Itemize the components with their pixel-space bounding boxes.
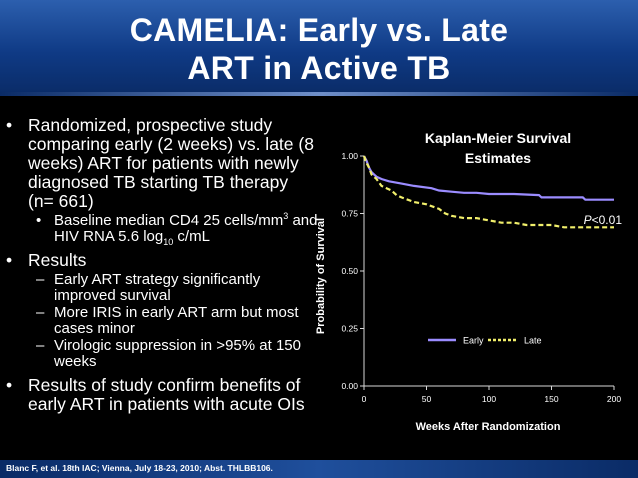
sub-bullet-text: More IRIS in early ART arm but most case… bbox=[54, 304, 299, 337]
bullet-list: • Randomized, prospective study comparin… bbox=[6, 116, 318, 416]
p-value-number: <0.01 bbox=[592, 213, 623, 227]
sub-bullet-text-a: Baseline median CD4 25 cells/mm bbox=[54, 212, 284, 229]
p-value-letter: P bbox=[584, 213, 592, 227]
footer-band: Blanc F, et al. 18th IAC; Vienna, July 1… bbox=[0, 460, 638, 478]
x-tick-label: 0 bbox=[362, 394, 367, 404]
kaplan-meier-chart: Kaplan-Meier Survival Estimates Probabil… bbox=[315, 130, 623, 433]
x-axis-label: Weeks After Randomization bbox=[416, 421, 561, 433]
superscript-3: 3 bbox=[283, 211, 289, 221]
sub-bullet-virologic: – Virologic suppression in >95% at 150 w… bbox=[6, 338, 318, 370]
bullet-text: Results bbox=[28, 250, 87, 270]
y-tick-label: 0.75 bbox=[341, 209, 358, 219]
bullet-conclusion: • Results of study confirm benefits of e… bbox=[6, 376, 318, 414]
legend-label-early: Early bbox=[463, 336, 484, 346]
title-band: CAMELIA: Early vs. Late ART in Active TB bbox=[0, 0, 638, 96]
sub-bullet-marker: – bbox=[36, 304, 45, 321]
bullet-results: • Results bbox=[6, 251, 318, 270]
sub-bullet-text-c: c/mL bbox=[173, 228, 210, 245]
bullet-text: Randomized, prospective study comparing … bbox=[28, 115, 314, 211]
y-tick-label: 0.50 bbox=[341, 266, 358, 276]
sub-bullet-iris: – More IRIS in early ART arm but most ca… bbox=[6, 305, 318, 337]
y-tick-label: 1.00 bbox=[341, 151, 358, 161]
legend-label-late: Late bbox=[524, 336, 542, 346]
slide-title-line-2: ART in Active TB bbox=[187, 50, 451, 86]
bullet-text: Results of study confirm benefits of ear… bbox=[28, 375, 305, 414]
sub-bullet-marker: • bbox=[36, 212, 42, 229]
y-axis-label: Probability of Survival bbox=[315, 218, 327, 334]
y-tick-label: 0.00 bbox=[341, 381, 358, 391]
bullet-study-design: • Randomized, prospective study comparin… bbox=[6, 116, 318, 211]
sub-bullet-text-b: and HIV RNA 5.6 log bbox=[54, 212, 318, 245]
chart-title-line-2: Estimates bbox=[465, 150, 531, 166]
sub-bullet-marker: – bbox=[36, 271, 45, 288]
p-value-annotation: P<0.01 bbox=[584, 213, 623, 227]
bullet-marker: • bbox=[6, 115, 13, 135]
subscript-10: 10 bbox=[163, 237, 174, 247]
series-line-early bbox=[363, 155, 614, 201]
x-tick-label: 50 bbox=[422, 394, 432, 404]
bullet-marker: • bbox=[6, 375, 13, 395]
sub-bullet-baseline: • Baseline median CD4 25 cells/mm3 and H… bbox=[6, 211, 318, 247]
sub-bullet-text: Virologic suppression in >95% at 150 wee… bbox=[54, 337, 301, 370]
sub-bullet-text: Early ART strategy significantly improve… bbox=[54, 271, 261, 304]
y-tick-label: 0.25 bbox=[341, 324, 358, 334]
chart-title-line-1: Kaplan-Meier Survival bbox=[425, 130, 571, 146]
x-tick-label: 150 bbox=[544, 394, 558, 404]
bullet-marker: • bbox=[6, 250, 13, 270]
series-line-late bbox=[362, 155, 614, 229]
sub-bullet-marker: – bbox=[36, 337, 45, 354]
chart-series bbox=[362, 155, 614, 229]
x-tick-label: 100 bbox=[482, 394, 496, 404]
slide-title-line-1: CAMELIA: Early vs. Late bbox=[129, 12, 509, 48]
chart-legend: Early Late bbox=[428, 336, 542, 346]
citation-text: Blanc F, et al. 18th IAC; Vienna, July 1… bbox=[6, 463, 273, 473]
sub-bullet-survival: – Early ART strategy significantly impro… bbox=[6, 272, 318, 304]
chart-axes: 0.00 0.25 0.50 0.75 1.00 0 50 100 150 200 bbox=[341, 151, 621, 404]
x-tick-label: 200 bbox=[607, 394, 621, 404]
